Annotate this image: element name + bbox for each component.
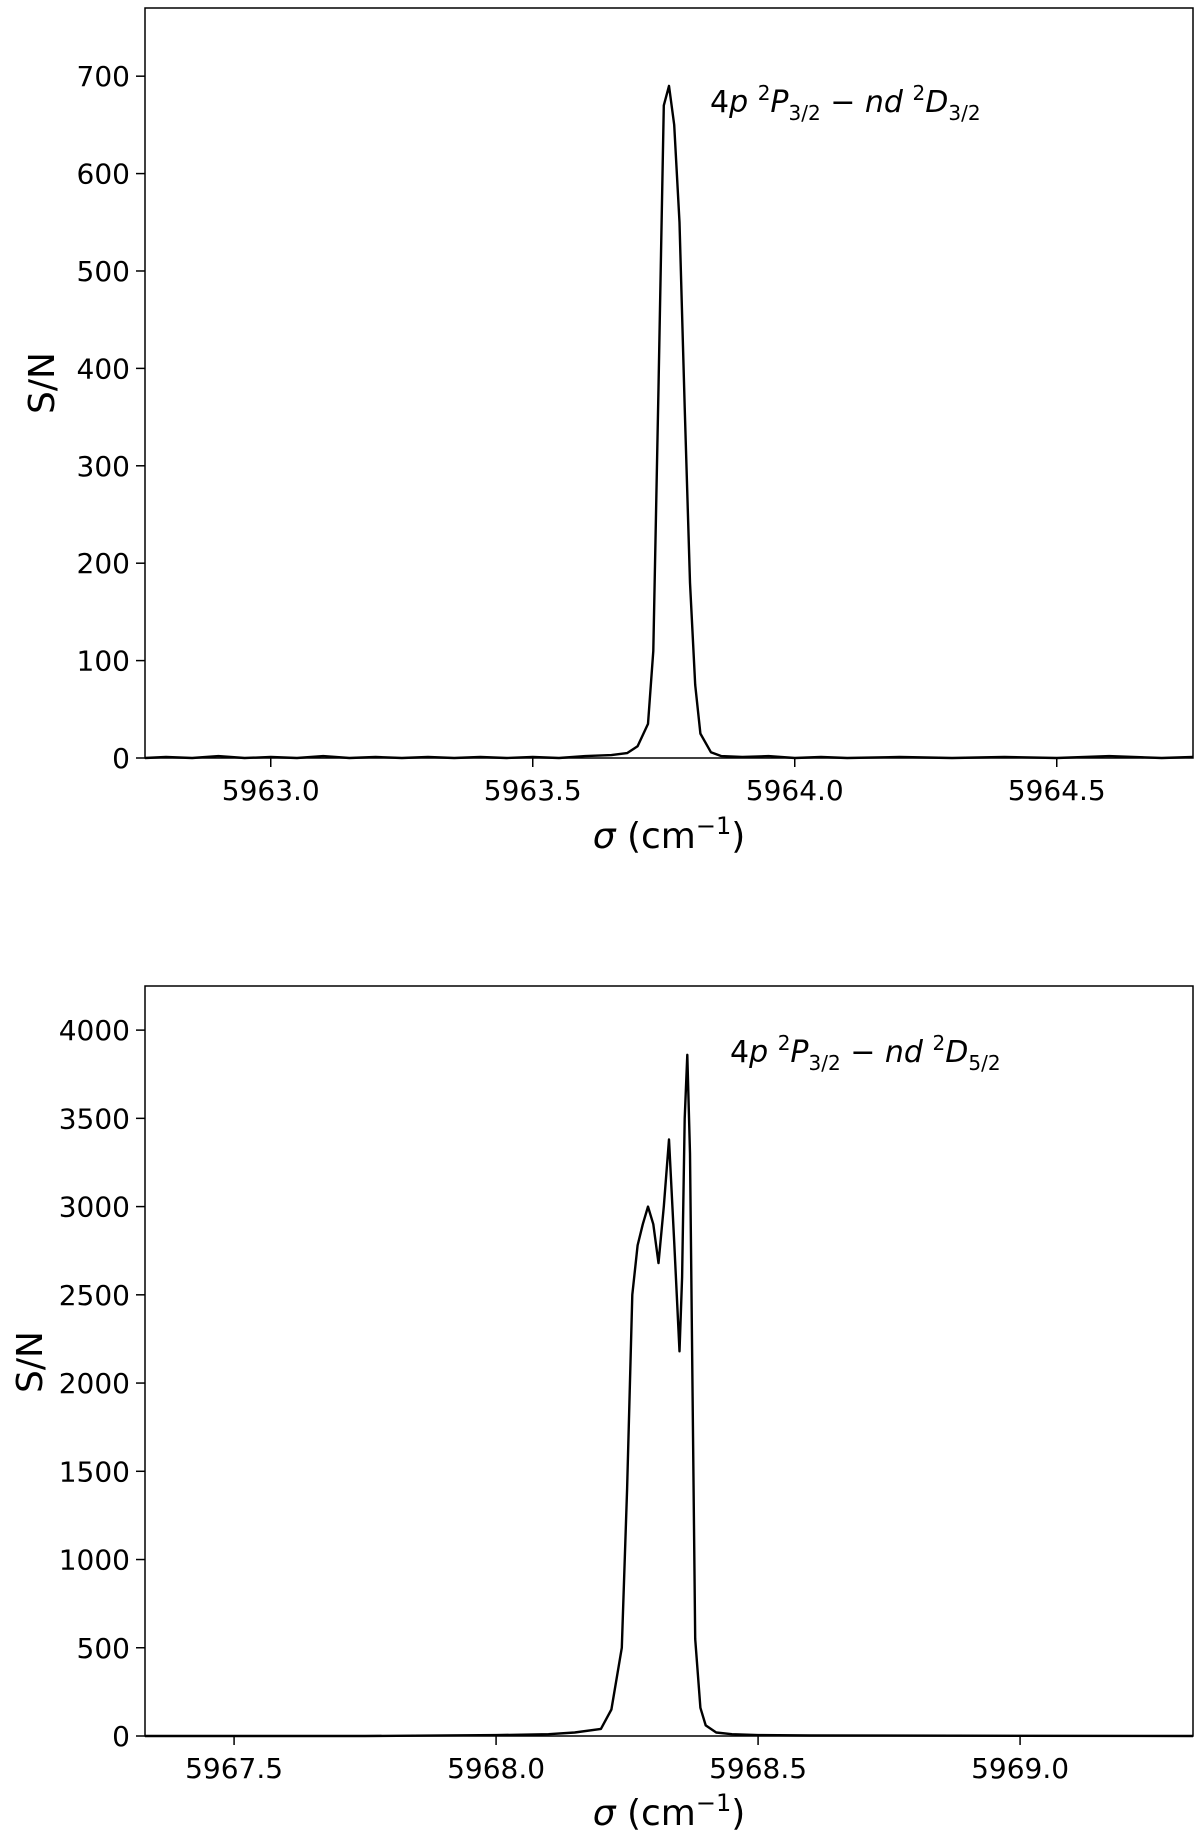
x-tick-label: 5963.0 xyxy=(222,774,320,807)
y-axis-label-2: S/N xyxy=(10,1331,51,1393)
y-tick-label: 3000 xyxy=(59,1191,130,1224)
x-ticks-1: 5963.0 5963.5 5964.0 5964.5 xyxy=(222,758,1106,807)
x-axis-label-1: σ (cm−1) xyxy=(593,812,746,857)
x-tick-label: 5963.5 xyxy=(484,774,582,807)
y-ticks-1: 0 100 200 300 400 500 600 700 xyxy=(77,60,145,775)
plot-frame-2 xyxy=(144,985,1194,1737)
x-axis-label-2: σ (cm−1) xyxy=(593,1789,746,1834)
y-tick-label: 600 xyxy=(77,158,130,191)
y-tick-label: 1000 xyxy=(59,1544,130,1577)
x-tick-label: 5968.0 xyxy=(447,1752,545,1785)
x-ticks-2: 5967.5 5968.0 5968.5 5969.0 xyxy=(185,1736,1069,1785)
y-axis-label-1: S/N xyxy=(22,352,63,414)
y-tick-label: 700 xyxy=(77,60,130,93)
y-tick-label: 100 xyxy=(77,645,130,678)
y-tick-label: 500 xyxy=(77,255,130,288)
spectrum-line-2 xyxy=(145,1053,1194,1738)
y-tick-label: 300 xyxy=(77,450,130,483)
x-tick-label: 5969.0 xyxy=(971,1752,1069,1785)
y-tick-label: 0 xyxy=(112,1720,130,1753)
y-tick-label: 1500 xyxy=(59,1455,130,1488)
y-tick-label: 200 xyxy=(77,547,130,580)
y-ticks-2: 0 500 1000 1500 2000 2500 3000 3500 4000 xyxy=(59,1014,145,1753)
y-tick-label: 3500 xyxy=(59,1102,130,1135)
y-tick-label: 2000 xyxy=(59,1367,130,1400)
plot-frame-1 xyxy=(144,7,1194,759)
spectrum-line-1 xyxy=(144,84,1194,760)
y-tick-label: 500 xyxy=(77,1632,130,1665)
x-tick-label: 5964.0 xyxy=(746,774,844,807)
line-annotation-1: 4p 2P3/2 − nd 2D3/2 xyxy=(710,81,981,125)
y-tick-label: 0 xyxy=(112,742,130,775)
x-tick-label: 5968.5 xyxy=(709,1752,807,1785)
y-tick-label: 2500 xyxy=(59,1279,130,1312)
y-tick-label: 400 xyxy=(77,352,130,385)
y-tick-label: 4000 xyxy=(59,1014,130,1047)
x-tick-label: 5964.5 xyxy=(1008,774,1106,807)
chart-panel-1: 5963.0 5963.5 5964.0 5964.5 0 100 200 300 400 50… xyxy=(22,7,1194,857)
x-tick-label: 5967.5 xyxy=(185,1752,283,1785)
line-annotation-2: 4p 2P3/2 − nd 2D5/2 xyxy=(730,1031,1001,1075)
chart-panel-2: 5967.5 5968.0 5968.5 5969.0 0 500 1000 1500 200… xyxy=(10,985,1194,1834)
